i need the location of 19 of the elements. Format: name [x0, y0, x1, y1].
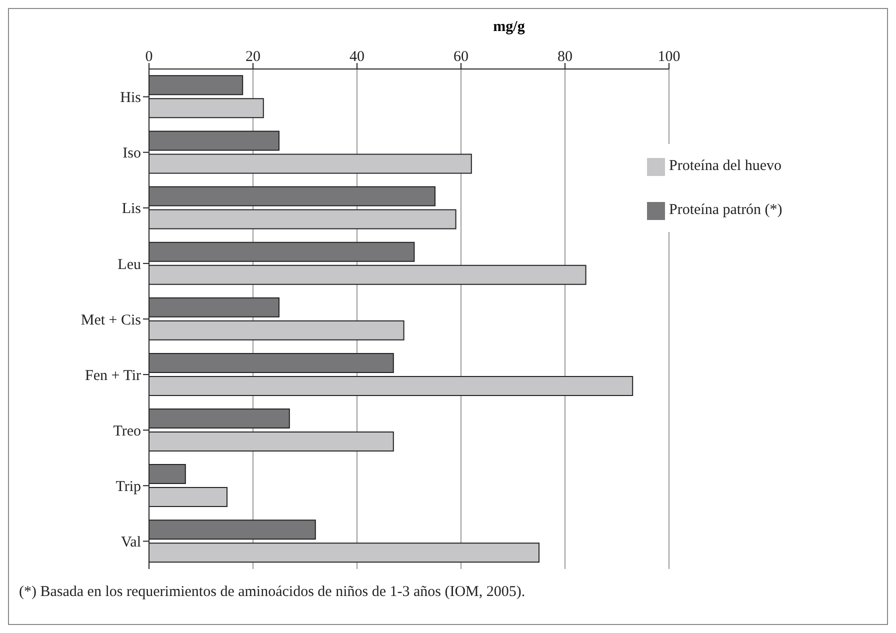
text: (*) Basada en los requerimientos de aminoácidos de niños de 1-3 años (IOM, 2005).	[19, 584, 526, 601]
legend-label: Proteína patrón (*)	[669, 202, 782, 218]
y-tick-label: Iso	[122, 146, 141, 162]
y-tick-label: Leu	[118, 256, 142, 273]
y-tick-label: Lis	[122, 201, 142, 218]
x-axis-title: mg/g	[492, 19, 526, 36]
y-tick-label: Treo	[113, 423, 141, 440]
y-tick-label: Trip	[116, 478, 141, 495]
x-tick-label: 60	[454, 49, 468, 65]
x-tick-label: 20	[246, 49, 260, 65]
x-tick-label: 40	[350, 49, 364, 65]
legend-label: Proteína del huevo	[669, 158, 782, 174]
y-tick-label: Val	[121, 534, 141, 551]
x-tick-label: 80	[558, 49, 572, 65]
x-tick-label: 0	[145, 49, 153, 65]
y-tick-label: His	[120, 90, 142, 106]
y-tick-label: Met + Cis	[80, 312, 142, 328]
x-tick-label: 100	[658, 49, 680, 65]
y-tick-label: Fen + Tir	[85, 368, 141, 384]
